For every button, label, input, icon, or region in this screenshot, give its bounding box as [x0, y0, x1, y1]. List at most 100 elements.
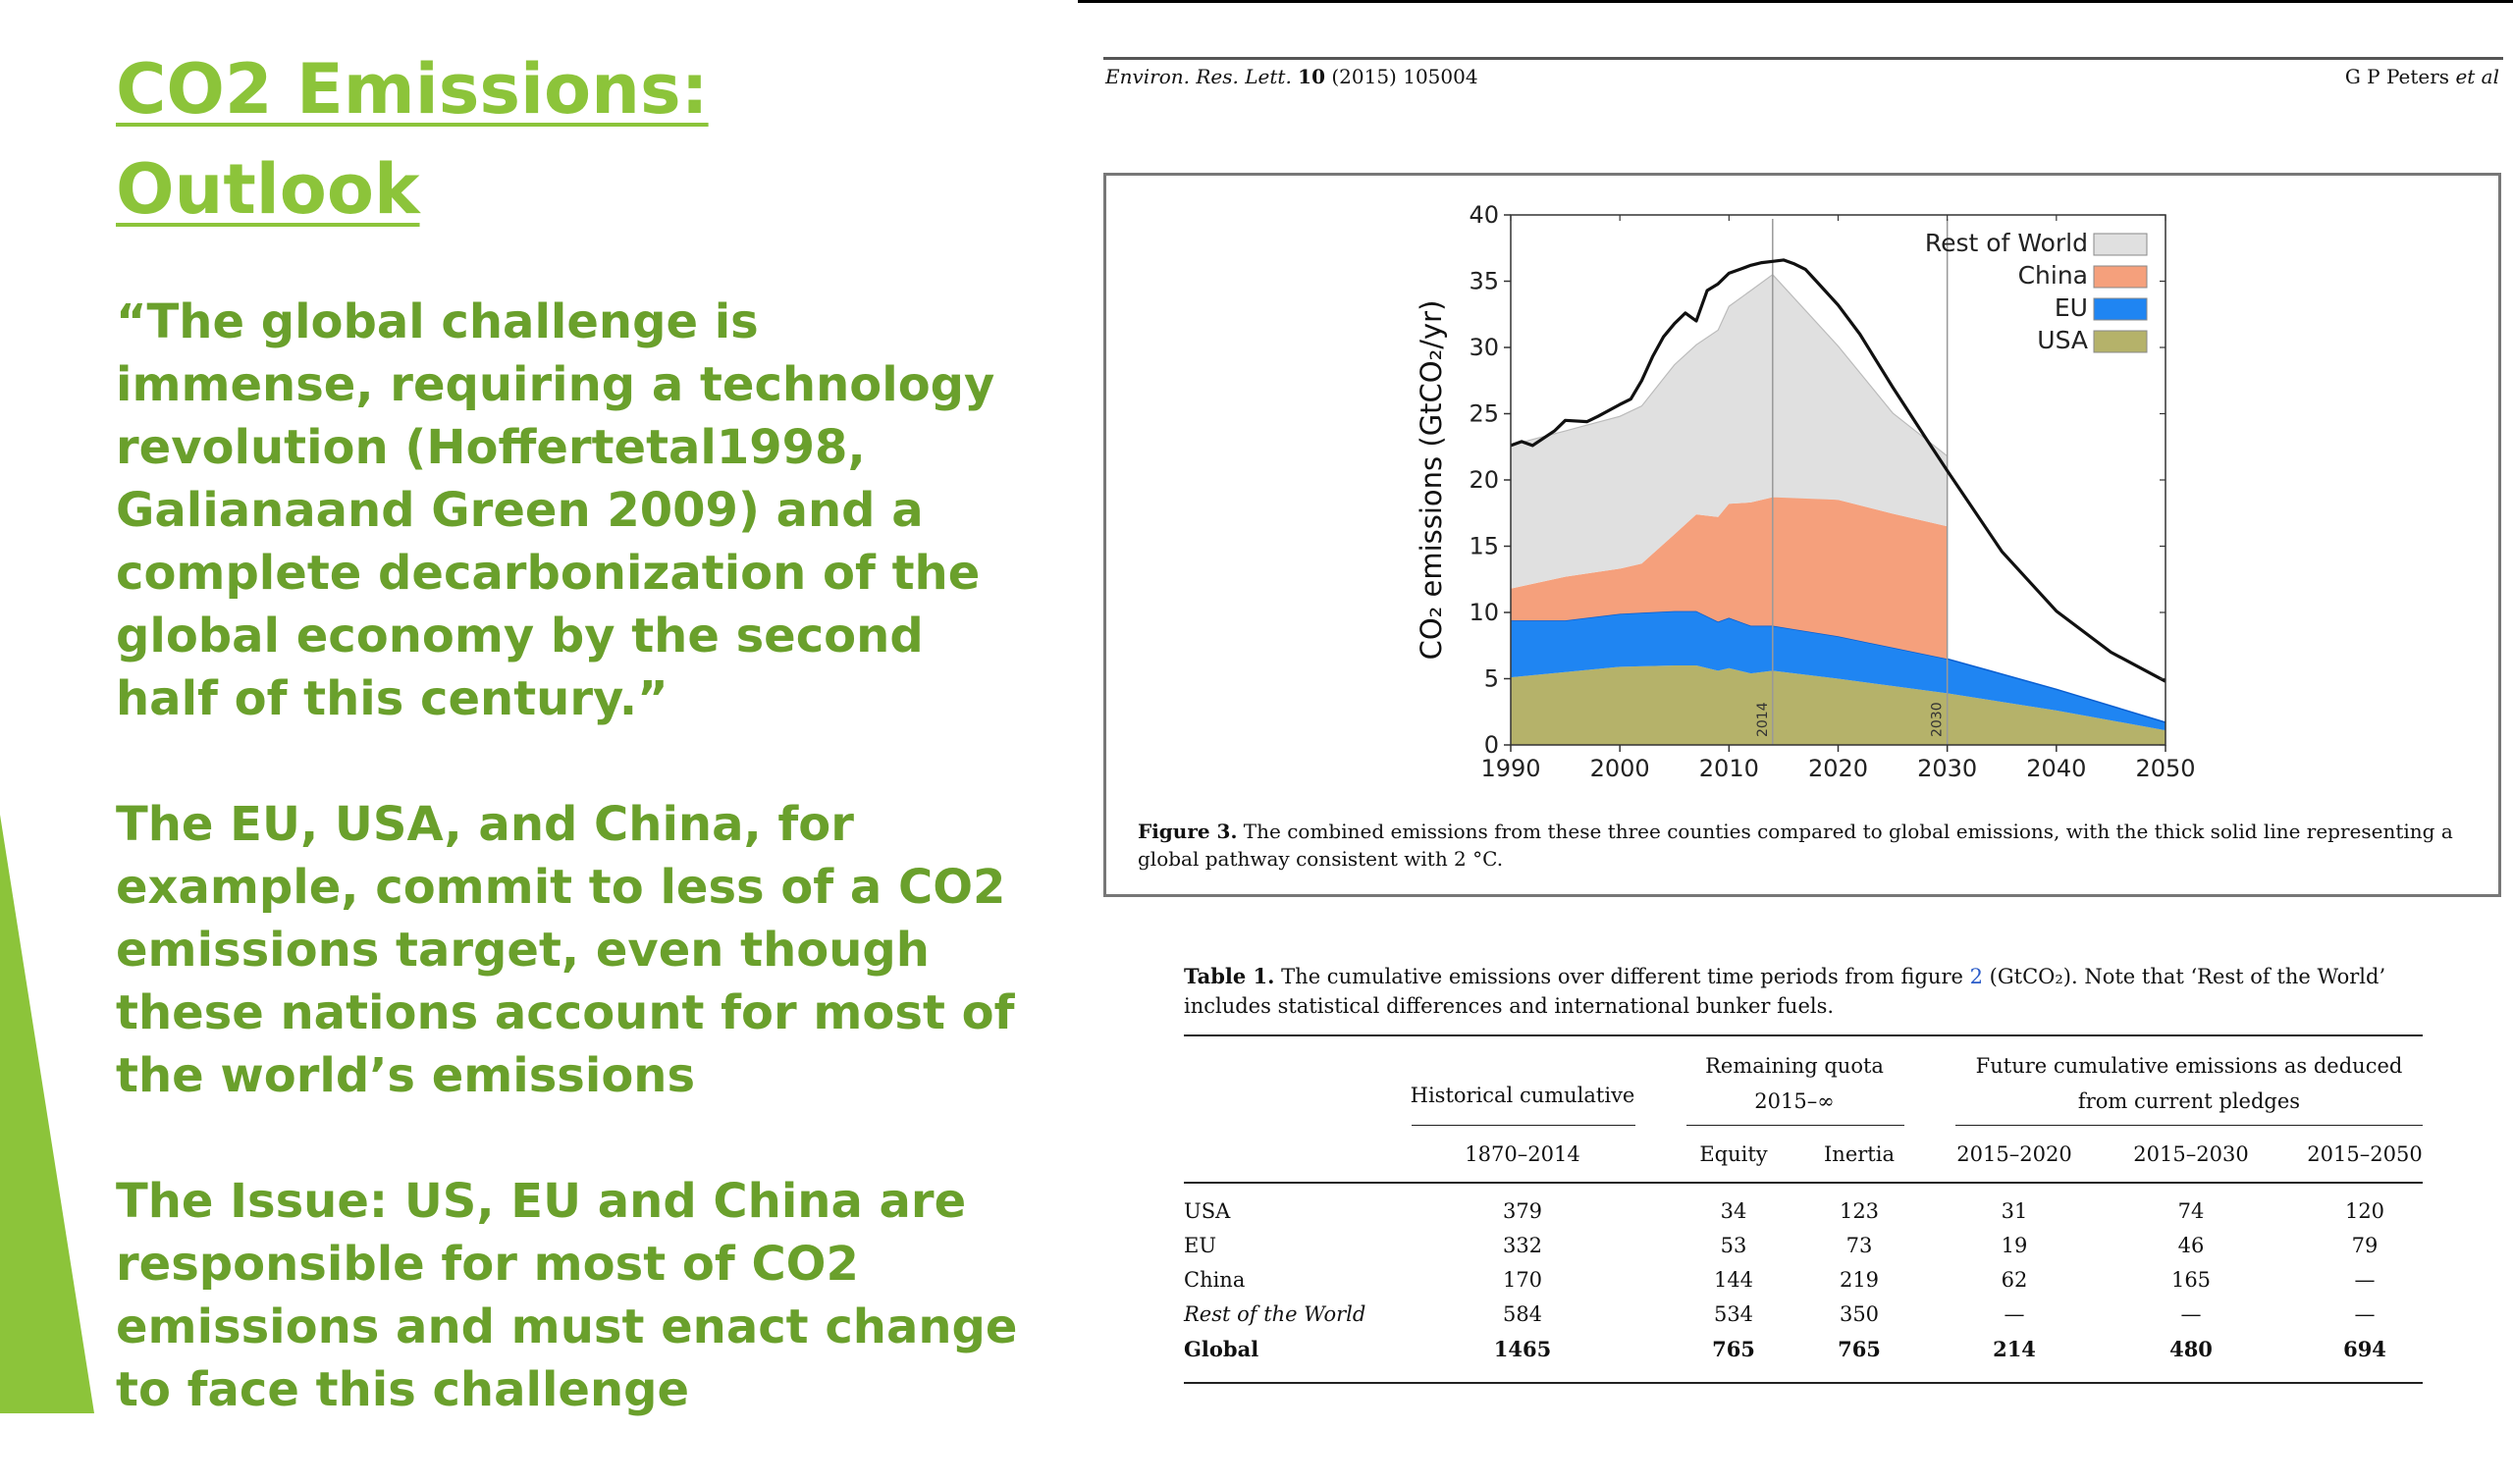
- table-cell: 19: [2001, 1234, 2028, 1257]
- table-cell: 480: [2169, 1337, 2213, 1361]
- y-tick-label: 15: [1469, 533, 1499, 560]
- table-cell: 79: [2351, 1234, 2379, 1257]
- x-tick-label: 2040: [2026, 755, 2086, 782]
- figure-caption-label: Figure 3.: [1138, 820, 1238, 843]
- y-tick-label: 40: [1469, 201, 1499, 229]
- remaining-subrule: [1686, 1125, 1904, 1126]
- accent-triangle: [0, 815, 94, 1413]
- table-cell: 165: [2170, 1268, 2212, 1292]
- table-cell: 34: [1720, 1199, 1747, 1223]
- legend-swatch: [2093, 330, 2148, 353]
- legend-label: USA: [2037, 326, 2088, 354]
- table-bottom-rule: [1184, 1382, 2423, 1384]
- area-rest-of-world: [1511, 274, 1948, 589]
- slide-title: CO2 Emissions: Outlook: [116, 49, 709, 230]
- table-cell: 1465: [1493, 1337, 1552, 1361]
- legend-label: China: [2018, 261, 2088, 290]
- table-row-label: Global: [1184, 1337, 1259, 1361]
- figure-link[interactable]: 2: [1969, 965, 1983, 988]
- paper-header-rule: [1103, 57, 2503, 60]
- table-top-rule: [1184, 1034, 2423, 1036]
- legend-label: Rest of World: [1925, 229, 2088, 257]
- group-header-remaining-text: Remaining quota 2015–∞: [1705, 1054, 1884, 1113]
- paper-authors: G P Peters et al: [2345, 65, 2499, 88]
- figure-3-box: 2014 2030 1990 2000 2010 2020 2030 2040 2050 0 5 10…: [1103, 173, 2501, 897]
- group-header-future-text: Future cumulative emissions as deduced f…: [1975, 1054, 2403, 1113]
- global-pathway-line: [1510, 258, 2166, 683]
- x-tick-label: 2010: [1699, 755, 1759, 782]
- y-axis-label: CO₂ emissions (GtCO₂/yr): [1415, 300, 1448, 661]
- table-row-label: China: [1184, 1268, 1246, 1292]
- top-rule: [1078, 0, 2513, 3]
- x-tick-label: 2050: [2135, 755, 2195, 782]
- table-cell: 584: [1502, 1302, 1543, 1326]
- journal-name: Environ. Res. Lett.: [1105, 65, 1292, 88]
- et-al: et al: [2455, 65, 2499, 88]
- table-caption-text-after: (GtCO₂). Note that ‘Rest of the World’ i…: [1184, 965, 2386, 1018]
- table-cell: 379: [1502, 1199, 1543, 1223]
- table-cell: 694: [2343, 1337, 2386, 1361]
- area-usa: [1511, 665, 2165, 745]
- table-cell: —: [2354, 1302, 2376, 1326]
- y-tick-label: 25: [1469, 400, 1499, 428]
- table-caption-label: Table 1.: [1184, 964, 1275, 988]
- figure-caption-text: The combined emissions from these three …: [1138, 820, 2453, 871]
- legend-swatch: [2093, 297, 2148, 321]
- y-tick-label: 30: [1469, 334, 1499, 361]
- group-header-future: Future cumulative emissions as deduced f…: [1953, 1048, 2425, 1119]
- issue-paragraph: The Issue: US, EU and China are responsi…: [116, 1174, 1018, 1417]
- future-subrule: [1955, 1125, 2423, 1126]
- table-cell: —: [2180, 1302, 2202, 1326]
- journal-year-article: (2015) 105004: [1331, 65, 1478, 88]
- table-cell: 46: [2177, 1234, 2205, 1257]
- legend-swatch: [2093, 233, 2148, 256]
- table-cell: 53: [1720, 1234, 1747, 1257]
- legend-swatch: [2093, 265, 2148, 289]
- table-cell: —: [2354, 1268, 2376, 1292]
- y-tick-label: 10: [1469, 599, 1499, 626]
- y-tick-label: 0: [1484, 731, 1499, 759]
- table-cell: —: [2004, 1302, 2025, 1326]
- table-cell: 170: [1502, 1268, 1543, 1292]
- col-header-1870-2014: 1870–2014: [1465, 1142, 1580, 1166]
- journal-volume: 10: [1298, 65, 1325, 88]
- table-cell: 219: [1839, 1268, 1880, 1292]
- table-cell: 350: [1839, 1302, 1880, 1326]
- marker-label-2014: 2014: [1755, 702, 1771, 737]
- table-caption-text-before: The cumulative emissions over different …: [1281, 965, 1963, 988]
- table-cell: 123: [1839, 1199, 1880, 1223]
- journal-reference: Environ. Res. Lett. 10 (2015) 105004: [1105, 65, 1478, 88]
- table-caption: Table 1. The cumulative emissions over d…: [1184, 962, 2431, 1021]
- area-china: [1511, 497, 1948, 660]
- table-cell: 31: [2001, 1199, 2028, 1223]
- historical-subrule: [1412, 1125, 1635, 1126]
- author-names: G P Peters: [2344, 65, 2450, 88]
- commitment-paragraph: The EU, USA, and China, for example, com…: [116, 797, 1015, 1103]
- table-cell: 332: [1502, 1234, 1543, 1257]
- y-tick-label: 5: [1484, 665, 1499, 693]
- table-cell: 765: [1712, 1337, 1755, 1361]
- area-eu: [1511, 610, 2165, 731]
- y-tick-label: 20: [1469, 466, 1499, 494]
- legend-label: EU: [2055, 293, 2088, 322]
- col-header-equity: Equity: [1699, 1142, 1768, 1166]
- col-header-inertia: Inertia: [1824, 1142, 1895, 1166]
- table-cell: 534: [1713, 1302, 1754, 1326]
- rest-top-edge: [1510, 273, 1949, 457]
- table-cell: 73: [1845, 1234, 1873, 1257]
- group-header-historical: Historical cumulative: [1410, 1084, 1635, 1107]
- table-row-label: Rest of the World: [1184, 1302, 1366, 1326]
- table-row-label: EU: [1184, 1234, 1217, 1257]
- quote-paragraph: “The global challenge is immense, requir…: [116, 294, 995, 726]
- table-header-rule: [1184, 1182, 2423, 1184]
- table-row-label: USA: [1184, 1199, 1231, 1223]
- col-header-2015-2030: 2015–2030: [2133, 1142, 2249, 1166]
- group-header-remaining: Remaining quota 2015–∞: [1696, 1048, 1893, 1119]
- table-cell: 144: [1713, 1268, 1754, 1292]
- col-header-2015-2020: 2015–2020: [1956, 1142, 2072, 1166]
- table-cell: 120: [2344, 1199, 2385, 1223]
- slide-text-column: CO2 Emissions: Outlook “The global chall…: [116, 39, 1019, 1484]
- col-header-2015-2050: 2015–2050: [2307, 1142, 2423, 1166]
- figure-caption: Figure 3. The combined emissions from th…: [1138, 818, 2473, 873]
